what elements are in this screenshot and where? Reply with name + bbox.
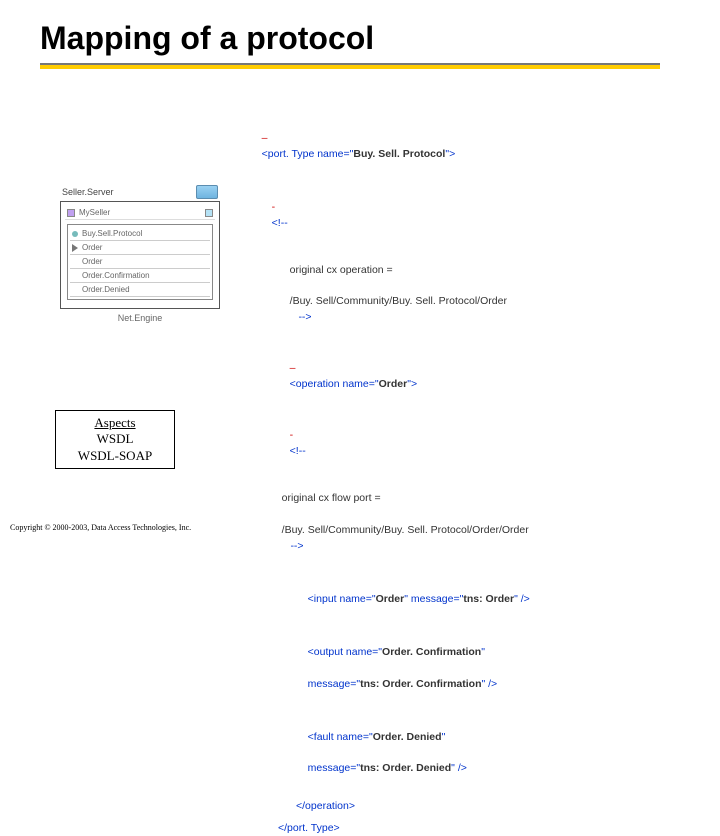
attr-value: Order — [379, 378, 408, 390]
close-operation: </operation> — [296, 799, 710, 815]
aspects-title: Aspects — [58, 415, 172, 431]
diagram-row: Order — [82, 257, 102, 266]
code-block: – <port. Type name="Buy. Sell. Protocol"… — [260, 115, 710, 836]
comment-text: original cx flow port = /Buy. Sell/Commu… — [270, 476, 710, 571]
port-icon — [205, 209, 213, 217]
comment-open: <!-- — [290, 445, 306, 457]
node-icon — [72, 231, 78, 237]
arrow-icon — [72, 244, 78, 252]
diagram-panel: Seller.Server MySeller Buy.Sell.Protocol… — [60, 185, 220, 323]
tag-open: <port. Type name=" — [262, 148, 354, 160]
diagram-row: Order.Denied — [82, 285, 130, 294]
stereotype-icon — [67, 209, 75, 217]
comment-text: original cx operation = /Buy. Sell/Commu… — [278, 247, 710, 342]
page-title: Mapping of a protocol — [0, 0, 720, 57]
copyright-text: Copyright © 2000-2003, Data Access Techn… — [10, 523, 191, 532]
attr-value: Buy. Sell. Protocol — [353, 148, 445, 160]
comment-close: --> — [298, 311, 311, 323]
aspects-line: WSDL — [58, 431, 172, 447]
comment-open: <!-- — [272, 217, 288, 229]
tag-close: "> — [445, 148, 455, 160]
fault-tag: <fault name=" — [308, 731, 373, 743]
minus-toggle: - — [290, 429, 294, 441]
input-tag: <input name=" — [308, 593, 376, 605]
title-underline — [40, 63, 660, 69]
component-icon — [196, 185, 218, 199]
output-tag: <output name=" — [308, 646, 382, 658]
diagram-row: Buy.Sell.Protocol — [82, 229, 142, 238]
diagram-caption: Net.Engine — [60, 313, 220, 323]
diagram-header: Seller.Server — [62, 187, 114, 197]
tag-open: <operation name=" — [290, 378, 379, 390]
comment-close: --> — [290, 540, 303, 552]
myseller-label: MySeller — [79, 208, 110, 217]
tag-close: "> — [407, 378, 417, 390]
diagram-row: Order — [82, 243, 102, 252]
close-porttype: </port. Type> — [278, 821, 710, 836]
aspects-line: WSDL-SOAP — [58, 448, 172, 464]
minus-toggle: - — [272, 201, 276, 213]
diagram-row: Order.Confirmation — [82, 271, 150, 280]
minus-toggle: – — [262, 132, 268, 144]
minus-toggle: – — [290, 362, 296, 374]
aspects-box: Aspects WSDL WSDL-SOAP — [55, 410, 175, 469]
